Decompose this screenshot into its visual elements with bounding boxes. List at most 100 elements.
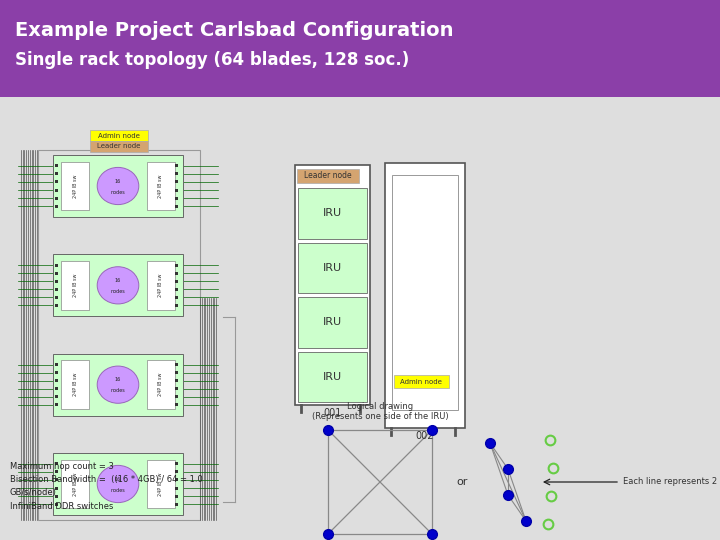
Bar xyxy=(55,403,58,406)
Text: IRU: IRU xyxy=(323,372,342,382)
Bar xyxy=(55,188,58,192)
Bar xyxy=(55,462,58,465)
Bar xyxy=(0,0,720,97)
Bar xyxy=(298,297,367,348)
Bar xyxy=(297,169,359,183)
Bar xyxy=(55,470,58,474)
Bar xyxy=(298,188,367,239)
Text: 16: 16 xyxy=(115,476,121,482)
Text: 24P IB sw: 24P IB sw xyxy=(158,373,163,396)
Text: Leader node: Leader node xyxy=(304,172,352,180)
Bar xyxy=(53,155,183,217)
Bar xyxy=(175,462,179,465)
Bar xyxy=(175,296,179,299)
Bar xyxy=(55,172,58,176)
Bar xyxy=(175,272,179,275)
Bar xyxy=(90,130,148,141)
Bar xyxy=(55,288,58,291)
Bar xyxy=(55,280,58,283)
Bar xyxy=(175,172,179,176)
Bar xyxy=(298,242,367,293)
Bar xyxy=(175,395,179,399)
Bar xyxy=(175,280,179,283)
Bar xyxy=(175,164,179,167)
Bar xyxy=(55,264,58,267)
Bar xyxy=(60,162,89,210)
Text: 16: 16 xyxy=(115,179,121,184)
Bar xyxy=(55,205,58,208)
Bar xyxy=(392,175,458,410)
Text: 24P IB sw: 24P IB sw xyxy=(73,174,78,198)
Bar xyxy=(175,363,179,366)
Text: or: or xyxy=(456,477,468,487)
Bar xyxy=(55,487,58,490)
Bar xyxy=(60,361,89,409)
Text: Single rack topology (64 blades, 128 soc.): Single rack topology (64 blades, 128 soc… xyxy=(15,51,409,69)
Bar xyxy=(385,163,465,428)
Bar xyxy=(90,141,148,152)
Bar xyxy=(298,352,367,402)
Bar xyxy=(55,503,58,505)
Text: IRU: IRU xyxy=(323,263,342,273)
Text: 24P IB sw: 24P IB sw xyxy=(158,274,163,297)
Bar xyxy=(175,197,179,200)
Bar xyxy=(0,97,720,540)
Bar xyxy=(55,296,58,299)
Bar xyxy=(175,188,179,192)
Text: Admin node: Admin node xyxy=(98,132,140,138)
Text: Maximum hop count = 3
Bisection Bandwidth =  ((16 * 4GB) / 64 = 1.0
GB/s/node)
I: Maximum hop count = 3 Bisection Bandwidt… xyxy=(10,462,203,511)
Bar xyxy=(175,180,179,184)
Bar xyxy=(175,288,179,291)
Text: 002: 002 xyxy=(415,431,434,441)
Text: Leader node: Leader node xyxy=(97,144,140,150)
Bar xyxy=(394,375,449,388)
Bar xyxy=(175,304,179,307)
Text: 16: 16 xyxy=(115,278,121,283)
Bar xyxy=(55,164,58,167)
Text: Logical drawing
(Represents one side of the IRU): Logical drawing (Represents one side of … xyxy=(312,402,449,421)
Ellipse shape xyxy=(97,267,139,304)
Bar xyxy=(175,495,179,497)
Bar xyxy=(55,197,58,200)
Bar xyxy=(55,371,58,374)
Bar xyxy=(55,395,58,399)
Text: nodes: nodes xyxy=(111,190,125,195)
Text: 24P IB sw: 24P IB sw xyxy=(73,373,78,396)
Bar xyxy=(147,361,175,409)
Bar xyxy=(175,403,179,406)
Bar xyxy=(175,470,179,474)
Bar xyxy=(38,150,200,520)
Bar xyxy=(175,379,179,382)
Text: nodes: nodes xyxy=(111,388,125,393)
Bar xyxy=(55,495,58,497)
Bar xyxy=(53,254,183,316)
Bar xyxy=(147,460,175,508)
Bar xyxy=(295,165,370,405)
Text: 001: 001 xyxy=(323,408,342,418)
Text: 16: 16 xyxy=(115,377,121,382)
Text: 24P IB sw: 24P IB sw xyxy=(73,274,78,297)
Text: Admin node: Admin node xyxy=(400,379,442,384)
Bar xyxy=(175,478,179,482)
Bar xyxy=(60,261,89,309)
Bar xyxy=(147,261,175,309)
Bar xyxy=(55,272,58,275)
Text: 24P IB sw: 24P IB sw xyxy=(158,174,163,198)
Text: nodes: nodes xyxy=(111,289,125,294)
Bar xyxy=(55,379,58,382)
Text: Each line represents 2 cables: Each line represents 2 cables xyxy=(623,477,720,487)
Ellipse shape xyxy=(97,167,139,205)
Text: IRU: IRU xyxy=(323,208,342,218)
Bar xyxy=(175,387,179,390)
Text: nodes: nodes xyxy=(111,488,125,492)
Text: IRU: IRU xyxy=(323,317,342,327)
Ellipse shape xyxy=(97,465,139,503)
Bar xyxy=(175,205,179,208)
Text: Example Project Carlsbad Configuration: Example Project Carlsbad Configuration xyxy=(15,21,454,39)
Bar xyxy=(53,354,183,416)
Text: 24P IB sw: 24P IB sw xyxy=(158,472,163,496)
Ellipse shape xyxy=(97,366,139,403)
Bar xyxy=(175,503,179,505)
Text: 24P IB sw: 24P IB sw xyxy=(73,472,78,496)
Bar xyxy=(55,304,58,307)
